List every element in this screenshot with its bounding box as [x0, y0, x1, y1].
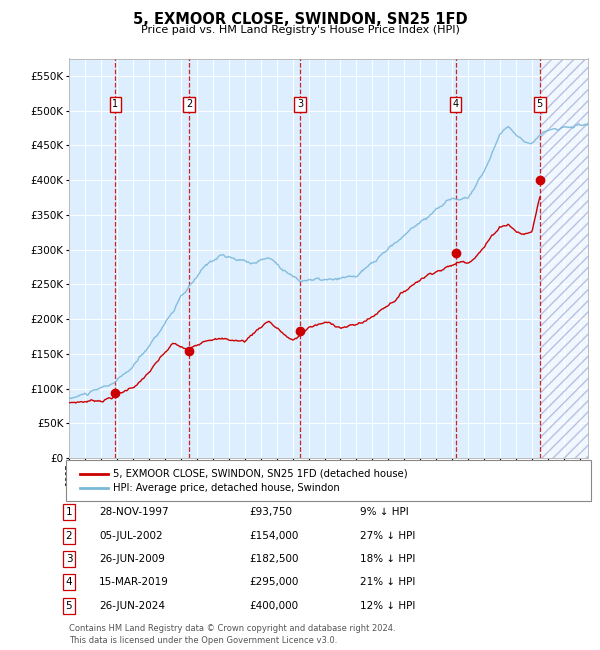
Text: 5: 5	[536, 99, 543, 109]
Text: 15-MAR-2019: 15-MAR-2019	[99, 577, 169, 588]
Text: 1: 1	[112, 99, 119, 109]
Text: 5, EXMOOR CLOSE, SWINDON, SN25 1FD (detached house): 5, EXMOOR CLOSE, SWINDON, SN25 1FD (deta…	[113, 469, 407, 478]
Text: Price paid vs. HM Land Registry's House Price Index (HPI): Price paid vs. HM Land Registry's House …	[140, 25, 460, 34]
Text: 2: 2	[186, 99, 192, 109]
Text: 05-JUL-2002: 05-JUL-2002	[99, 530, 163, 541]
Text: 27% ↓ HPI: 27% ↓ HPI	[360, 530, 415, 541]
Text: £182,500: £182,500	[249, 554, 299, 564]
Text: 28-NOV-1997: 28-NOV-1997	[99, 507, 169, 517]
Bar	[540, 58, 588, 458]
Text: HPI: Average price, detached house, Swindon: HPI: Average price, detached house, Swin…	[113, 483, 340, 493]
Text: 9% ↓ HPI: 9% ↓ HPI	[360, 507, 409, 517]
Text: 5: 5	[65, 601, 73, 611]
Text: £93,750: £93,750	[249, 507, 292, 517]
Text: 12% ↓ HPI: 12% ↓ HPI	[360, 601, 415, 611]
Text: 5, EXMOOR CLOSE, SWINDON, SN25 1FD: 5, EXMOOR CLOSE, SWINDON, SN25 1FD	[133, 12, 467, 27]
Text: 3: 3	[65, 554, 73, 564]
Text: 3: 3	[297, 99, 303, 109]
Text: 21% ↓ HPI: 21% ↓ HPI	[360, 577, 415, 588]
Text: £154,000: £154,000	[249, 530, 298, 541]
Text: 2: 2	[65, 530, 73, 541]
Bar	[540, 58, 588, 458]
Text: 26-JUN-2024: 26-JUN-2024	[99, 601, 165, 611]
Text: 4: 4	[452, 99, 458, 109]
Text: 18% ↓ HPI: 18% ↓ HPI	[360, 554, 415, 564]
Text: 26-JUN-2009: 26-JUN-2009	[99, 554, 165, 564]
Text: 1: 1	[65, 507, 73, 517]
Text: £295,000: £295,000	[249, 577, 298, 588]
Text: Contains HM Land Registry data © Crown copyright and database right 2024.
This d: Contains HM Land Registry data © Crown c…	[69, 624, 395, 645]
Text: £400,000: £400,000	[249, 601, 298, 611]
Text: 4: 4	[65, 577, 73, 588]
